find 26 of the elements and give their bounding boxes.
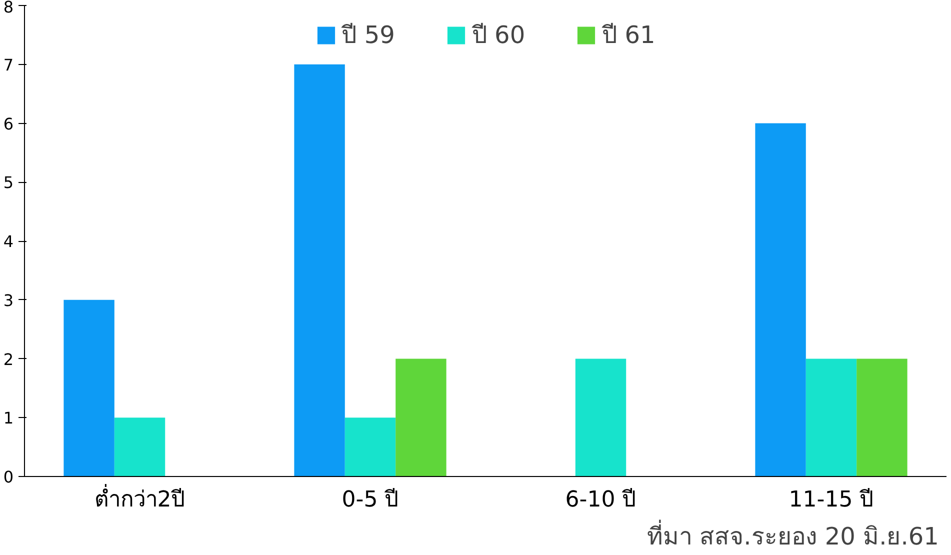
- bar: [344, 418, 396, 476]
- x-tick-label: 11-15 ปี: [788, 488, 874, 512]
- bar: [806, 358, 857, 476]
- x-tick-label: 6-10 ปี: [565, 488, 636, 512]
- x-tick-label: ต่ำกว่า2ปี: [94, 484, 186, 512]
- legend-label: ปี 60: [472, 20, 526, 51]
- y-tick-label: 8: [3, 0, 14, 16]
- y-tick-label: 6: [3, 114, 14, 134]
- legend-label: ปี 59: [342, 20, 395, 51]
- y-tick-label: 2: [3, 350, 14, 369]
- text: ที่มา สสจ.ระยอง 20 มิ.ย.61: [647, 520, 939, 550]
- bar: [64, 300, 114, 476]
- x-tick-label: 0-5 ปี: [342, 488, 399, 512]
- y-tick-label: 1: [3, 408, 14, 428]
- y-tick-label: 7: [3, 55, 14, 74]
- y-tick-label: 4: [3, 232, 14, 251]
- bar: [114, 418, 166, 476]
- bar: [755, 123, 806, 476]
- bar: [575, 358, 626, 476]
- y-tick-label: 3: [3, 290, 14, 310]
- y-tick-label: 0: [3, 468, 14, 486]
- bar: [396, 358, 446, 476]
- bar: [856, 358, 908, 476]
- y-tick-label: 5: [3, 173, 14, 192]
- legend-label: ปี 61: [602, 20, 656, 51]
- bar: [294, 64, 345, 476]
